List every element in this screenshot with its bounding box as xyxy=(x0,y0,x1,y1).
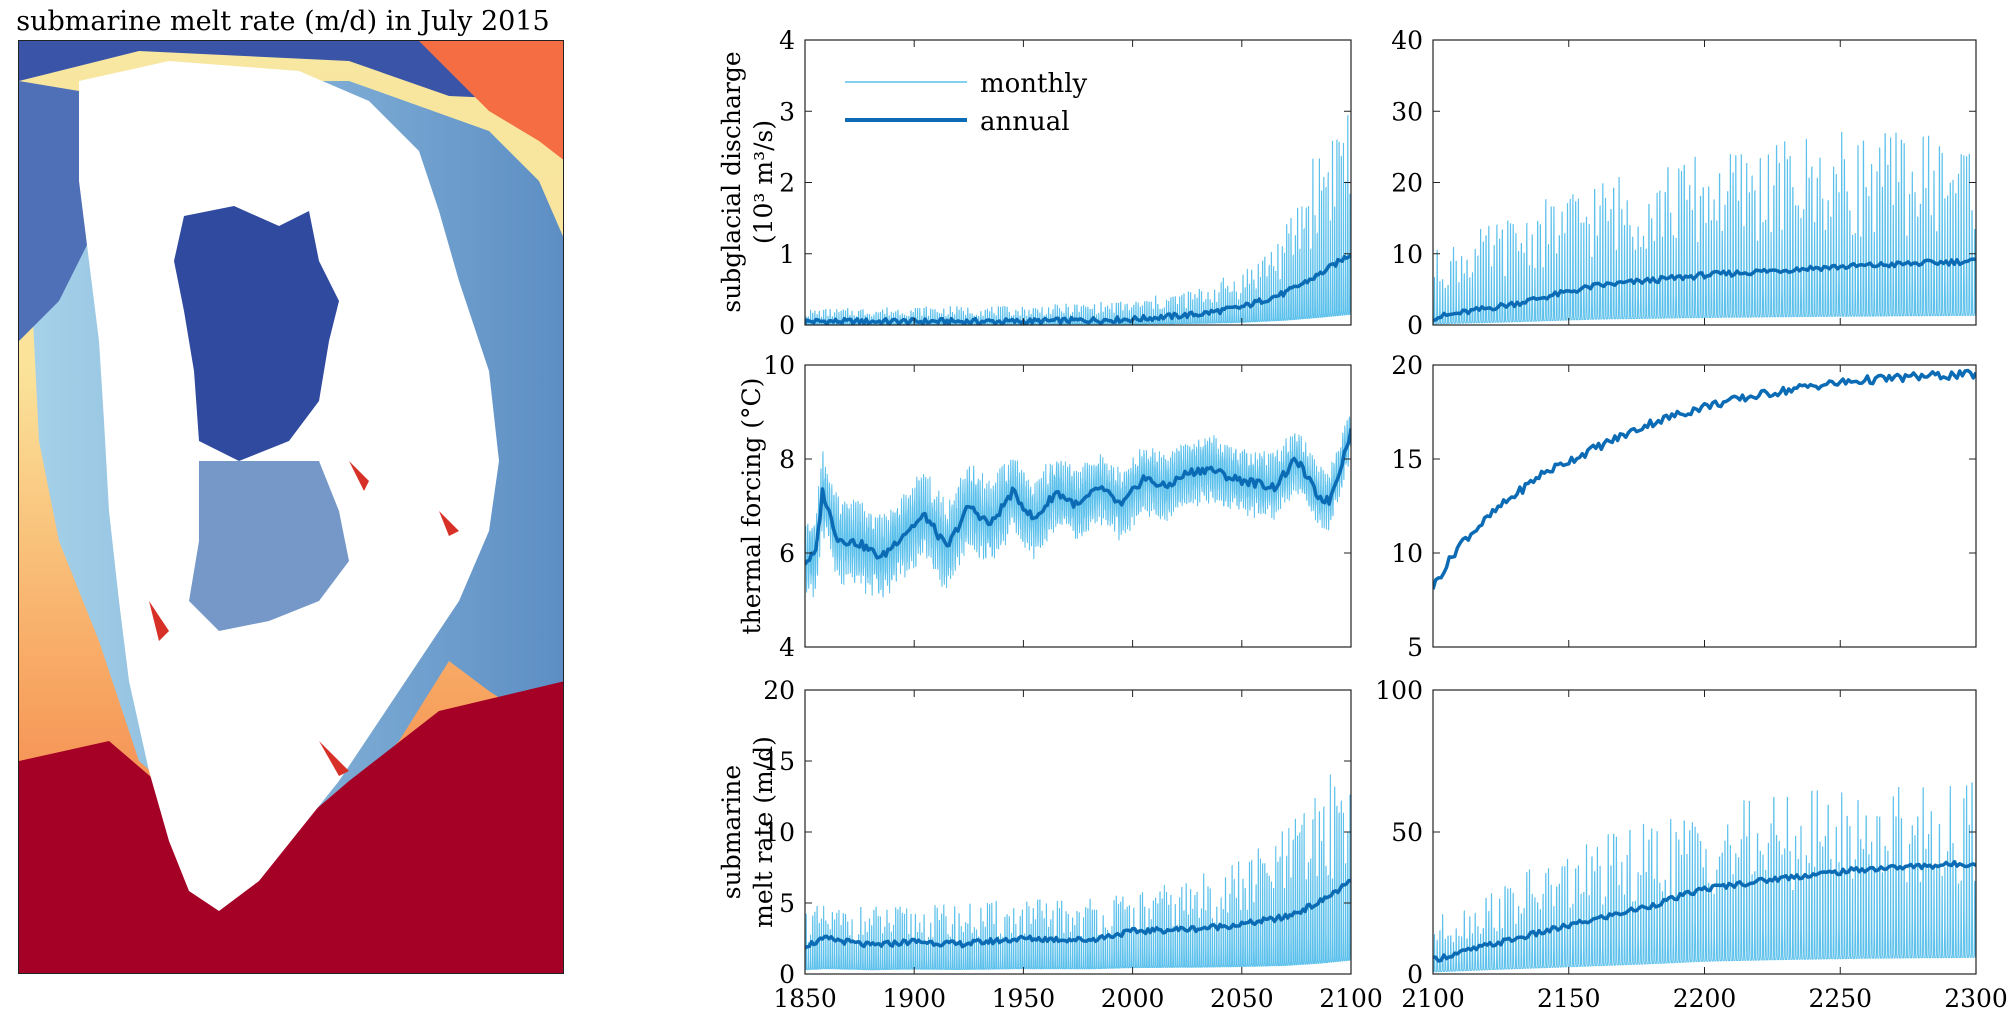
y-tick-label: 6 xyxy=(779,539,795,568)
y-tick-label: 10 xyxy=(1391,240,1423,269)
y-tick-label: 4 xyxy=(779,633,795,662)
series-monthly-line xyxy=(805,416,1351,598)
chart-discharge-right: 0 10 20 30 40 xyxy=(1391,26,1977,340)
series-monthly-line xyxy=(1433,132,1976,325)
chart-thermal-left: 4 6 8 10 xyxy=(763,351,1352,662)
map-title: submarine melt rate (m/d) in July 2015 xyxy=(16,6,550,37)
chart-thermal-right: 5 10 15 20 xyxy=(1391,351,1977,662)
chart-melt-right: 0 50 100 2100 2150 2200 2250 2300 xyxy=(1375,676,2008,1010)
plot-area xyxy=(1433,365,1976,647)
y-tick-label: 0 xyxy=(1407,311,1423,340)
y-tick-label: 8 xyxy=(779,445,795,474)
legend-monthly-label: monthly xyxy=(980,69,1088,99)
ice-sheet-interior xyxy=(174,206,339,461)
x-tick-label: 2000 xyxy=(1101,984,1165,1010)
y-tick-label: 0 xyxy=(779,960,795,989)
y-tick-label: 15 xyxy=(763,747,795,776)
y-tick-label: 3 xyxy=(779,97,795,126)
x-tick-label: 2100 xyxy=(1319,984,1383,1010)
row-label-thermal: thermal forcing (°C) xyxy=(737,378,766,635)
x-tick-label: 2200 xyxy=(1673,984,1737,1010)
y-tick-label: 10 xyxy=(1391,539,1423,568)
y-tick-label: 50 xyxy=(1391,818,1423,847)
series-annual-line xyxy=(1433,860,1976,963)
y-tick-label: 20 xyxy=(1391,351,1423,380)
plot-area xyxy=(1433,40,1976,325)
x-tick-label: 1900 xyxy=(882,984,946,1010)
series-monthly-line xyxy=(1433,782,1976,973)
series-annual-line xyxy=(805,878,1351,950)
y-tick-label: 100 xyxy=(1375,676,1423,705)
ice-sheet-south-interior xyxy=(189,461,349,631)
y-tick-label: 10 xyxy=(763,351,795,380)
x-tick-label: 2250 xyxy=(1808,984,1872,1010)
x-tick-label: 2150 xyxy=(1537,984,1601,1010)
y-tick-label: 40 xyxy=(1391,26,1423,55)
legend-annual-label: annual xyxy=(980,107,1070,137)
greenland-melt-map xyxy=(18,40,564,974)
chart-discharge-left: 0 1 2 3 4 xyxy=(779,26,1352,340)
plot-area xyxy=(1433,690,1976,974)
y-tick-label: 2 xyxy=(779,169,795,198)
y-tick-label: 15 xyxy=(1391,445,1423,474)
north-east-high-melt xyxy=(419,41,563,160)
y-tick-label: 4 xyxy=(779,26,795,55)
southern-high-melt xyxy=(19,681,563,973)
x-tick-label: 2300 xyxy=(1944,984,2008,1010)
x-tick-label: 1950 xyxy=(992,984,1056,1010)
y-tick-label: 1 xyxy=(779,240,795,269)
north-shelf xyxy=(19,41,563,101)
axes-frame xyxy=(804,364,1352,648)
series-annual-line xyxy=(805,428,1351,566)
y-tick-label: 20 xyxy=(1391,169,1423,198)
y-tick-label: 30 xyxy=(1391,97,1423,126)
row-label-discharge: subglacial discharge xyxy=(717,51,746,312)
legend: monthly annual xyxy=(845,69,1088,137)
row-label-discharge: (10³ m³/s) xyxy=(749,120,778,244)
y-tick-label: 5 xyxy=(1407,633,1423,662)
y-tick-label: 20 xyxy=(763,676,795,705)
series-annual-line xyxy=(1433,368,1976,590)
x-tick-label: 1850 xyxy=(773,984,837,1010)
series-annual-line xyxy=(805,253,1351,325)
chart-melt-left: 0 5 10 15 20 1850 1900 1950 2000 2050 2100 xyxy=(763,676,1383,1010)
x-tick-label: 2100 xyxy=(1401,984,1465,1010)
y-tick-label: 5 xyxy=(779,889,795,918)
series-annual-line xyxy=(1433,257,1976,323)
y-tick-label: 0 xyxy=(1407,960,1423,989)
y-tick-label: 0 xyxy=(779,311,795,340)
y-tick-label: 10 xyxy=(763,818,795,847)
x-tick-label: 2050 xyxy=(1210,984,1274,1010)
map-image xyxy=(19,41,563,973)
row-label-melt: melt rate (m/d) xyxy=(749,736,778,928)
row-label-melt: submarine xyxy=(717,765,746,899)
